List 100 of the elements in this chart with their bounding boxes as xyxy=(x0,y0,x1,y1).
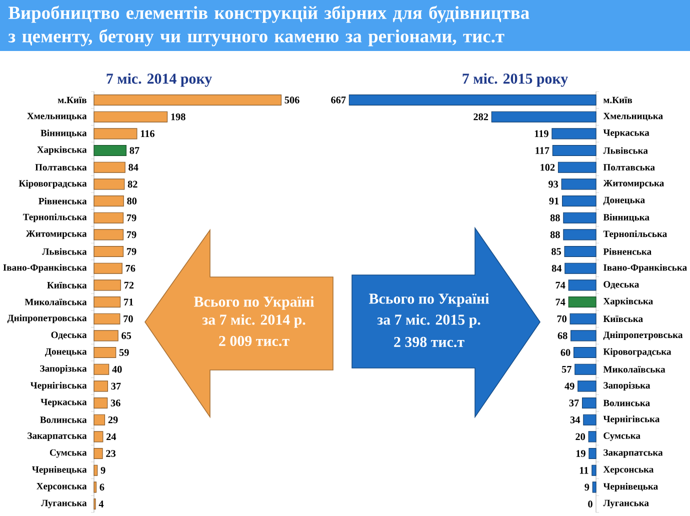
y-tick-label: Львівська xyxy=(603,147,648,154)
y-tick-label: Житомирська xyxy=(26,230,87,239)
bar xyxy=(592,482,596,493)
y-tick-label: Рівненська xyxy=(603,248,652,255)
annotation: 2 009 тис.т xyxy=(219,336,290,346)
bar xyxy=(94,431,104,442)
y-tick-label: Івано-Франківська xyxy=(3,264,87,273)
bar xyxy=(578,380,596,392)
bar xyxy=(574,364,596,375)
data-label: 20 xyxy=(576,433,586,440)
data-label: 91 xyxy=(549,198,559,204)
y-tick-label: Чернігівська xyxy=(30,382,87,391)
data-label: 117 xyxy=(536,147,550,154)
data-label: 84 xyxy=(128,164,138,171)
data-label: 36 xyxy=(110,400,120,406)
bar xyxy=(588,448,596,460)
data-label: 34 xyxy=(570,416,580,424)
bar xyxy=(561,178,596,190)
data-label: 65 xyxy=(122,332,132,340)
data-label: 49 xyxy=(564,382,574,390)
y-tick-label: Кіровоградська xyxy=(18,180,87,189)
bar xyxy=(564,246,596,258)
data-label: 82 xyxy=(128,180,138,188)
y-tick-label: Закарпатська xyxy=(604,449,663,458)
bar xyxy=(94,330,118,342)
bar xyxy=(568,280,596,291)
bar xyxy=(348,94,596,106)
bar xyxy=(570,330,596,342)
data-label: 198 xyxy=(171,113,186,120)
bar xyxy=(491,111,596,122)
data-label: 40 xyxy=(112,366,122,373)
data-label: 71 xyxy=(124,298,134,306)
y-tick-label: Луганська xyxy=(41,500,87,508)
chart-subtitle: 7 міс. 2014 року xyxy=(106,73,212,87)
y-tick-label: Житомирська xyxy=(603,180,664,188)
chart-title: Виробництво елементів конструкцій збірних для будівництва з цементу, бетону чи штучного каменю за регіонами, тис.т xyxy=(8,6,530,46)
bar xyxy=(94,482,97,493)
data-label: 87 xyxy=(130,147,140,154)
bar xyxy=(94,178,125,190)
data-label: 6 xyxy=(100,484,104,491)
data-label: 119 xyxy=(534,130,548,138)
y-tick-label: Івано-Франківська xyxy=(604,264,687,273)
y-tick-label: Запорізька xyxy=(40,365,87,374)
data-label: 68 xyxy=(558,332,568,340)
bar xyxy=(94,280,121,291)
bar xyxy=(94,296,121,308)
bar xyxy=(94,246,124,258)
bar xyxy=(94,128,138,140)
bar xyxy=(570,313,596,324)
y-tick-label: Херсонська xyxy=(603,466,654,474)
y-tick-label: Донецька xyxy=(45,348,87,357)
data-label: 23 xyxy=(106,450,116,457)
data-label: 88 xyxy=(550,231,560,238)
data-label: 88 xyxy=(550,214,560,222)
y-tick-label: Київська xyxy=(603,316,643,322)
data-label: 70 xyxy=(557,315,567,322)
y-tick-label: Черкаська xyxy=(40,398,87,408)
bar xyxy=(563,229,596,240)
y-tick-label: Кіровоградська xyxy=(603,348,672,357)
data-label: 57 xyxy=(562,366,572,373)
bar xyxy=(94,229,124,240)
data-label: 116 xyxy=(140,130,155,138)
y-tick-label: Харківська xyxy=(603,298,653,306)
y-tick-label: Чернівецька xyxy=(603,482,658,492)
bar xyxy=(94,262,122,274)
bar xyxy=(562,195,596,207)
bar xyxy=(94,380,108,392)
data-label: 79 xyxy=(127,214,136,222)
data-label: 79 xyxy=(127,248,136,255)
y-tick-label: Рівненська xyxy=(38,198,87,204)
bar xyxy=(582,397,596,409)
data-label: 76 xyxy=(126,264,136,272)
y-tick-label: Черкаська xyxy=(603,130,650,138)
data-label: 79 xyxy=(127,231,136,238)
y-tick-label: м.Київ xyxy=(58,96,86,104)
y-tick-label: м.Київ xyxy=(603,96,632,104)
y-tick-label: Тернопільська xyxy=(23,214,87,222)
data-label: 102 xyxy=(540,164,555,171)
bar xyxy=(94,313,120,324)
bar xyxy=(558,162,596,173)
y-tick-label: Вінницька xyxy=(603,214,650,222)
bar xyxy=(564,262,596,274)
bar xyxy=(94,94,282,106)
y-tick-label: Полтавська xyxy=(603,164,655,171)
y-tick-label: Запорізька xyxy=(604,382,650,391)
bar xyxy=(563,212,596,224)
data-label: 9 xyxy=(584,484,590,491)
y-tick-label: Вінницька xyxy=(40,130,87,138)
data-label: 4 xyxy=(98,500,104,508)
bar xyxy=(94,448,103,460)
data-label: 37 xyxy=(111,382,121,390)
y-tick-label: Сумська xyxy=(604,432,640,441)
data-label: 84 xyxy=(552,264,562,272)
y-tick-label: Хмельницька xyxy=(27,112,87,121)
data-label: 667 xyxy=(331,96,346,104)
data-label: 59 xyxy=(119,349,129,356)
annotation: Всього по Україні xyxy=(194,296,314,310)
data-label: 19 xyxy=(576,450,586,457)
data-label: 70 xyxy=(124,315,133,322)
bar xyxy=(94,212,124,224)
